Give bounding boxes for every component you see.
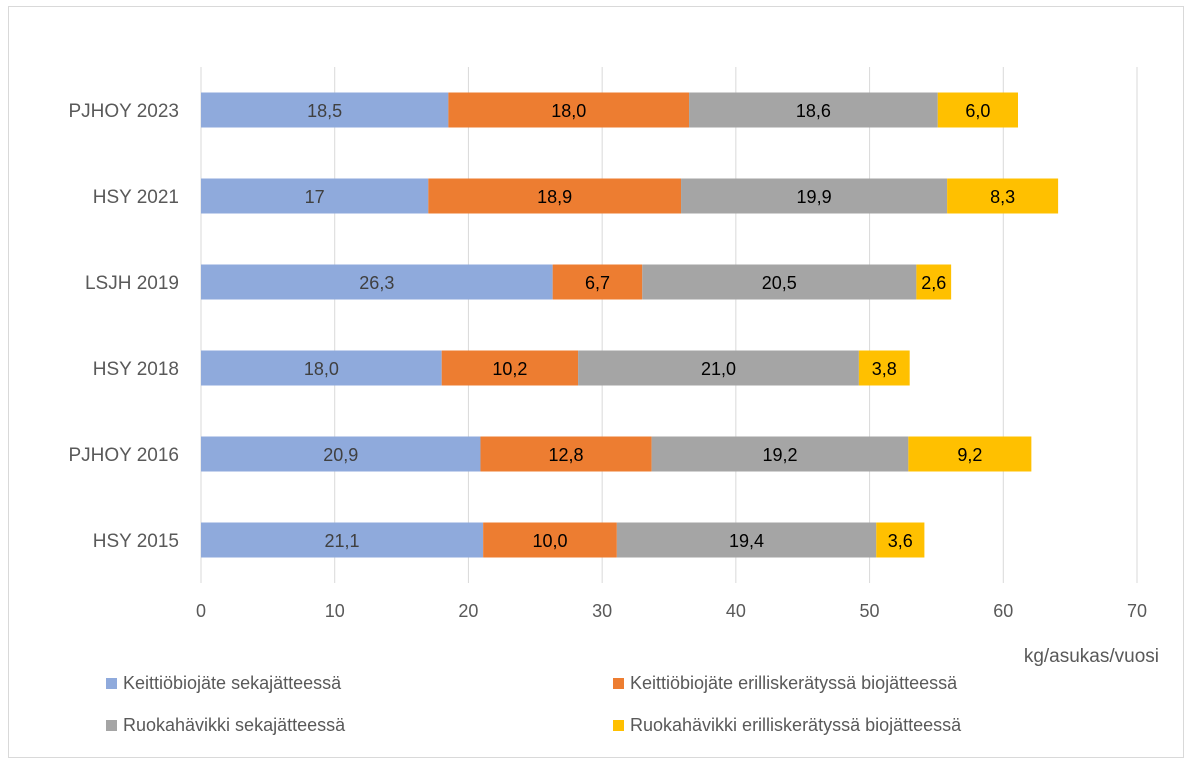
data-label: 2,6: [921, 273, 946, 293]
data-label: 18,0: [551, 101, 586, 121]
category-label: HSY 2015: [93, 531, 179, 552]
data-label: 10,0: [532, 531, 567, 551]
data-label: 21,1: [325, 531, 360, 551]
data-label: 18,0: [304, 359, 339, 379]
bar-segment: [681, 178, 948, 214]
bar-segment: [201, 178, 429, 214]
bar-segment: [201, 436, 481, 472]
legend-swatch: [106, 678, 117, 689]
x-tick-label: 40: [726, 601, 746, 621]
x-tick-label: 0: [196, 601, 206, 621]
data-label: 17: [305, 187, 325, 207]
data-label: 26,3: [359, 273, 394, 293]
legend-swatch: [613, 720, 624, 731]
legend-label: Keittiöbiojäte erilliskerätyssä biojätte…: [630, 673, 958, 693]
category-label: LSJH 2019: [85, 273, 179, 294]
category-label: PJHOY 2023: [68, 101, 179, 122]
x-tick-label: 30: [592, 601, 612, 621]
bar-segment: [858, 350, 910, 386]
bar-segment: [916, 264, 952, 300]
data-label: 18,6: [796, 101, 831, 121]
category-label: PJHOY 2016: [68, 445, 179, 466]
data-label: 10,2: [492, 359, 527, 379]
data-label: 19,9: [797, 187, 832, 207]
legend-label: Ruokahävikki erilliskerätyssä biojättees…: [630, 715, 962, 735]
bar-segment: [642, 264, 917, 300]
x-tick-label: 50: [860, 601, 880, 621]
legend-swatch: [613, 678, 624, 689]
data-label: 19,2: [762, 445, 797, 465]
bar-segment: [480, 436, 652, 472]
bar-segment: [908, 436, 1032, 472]
category-labels: PJHOY 2023 HSY 2021 LSJH 2019 HSY 2018 PJHOY…: [68, 101, 179, 552]
bar-segment: [201, 522, 484, 558]
legend: Keittiöbiojäte sekajätteessä Keittiöbiojä…: [106, 673, 962, 735]
category-label: HSY 2021: [93, 187, 179, 208]
data-label: 9,2: [957, 445, 982, 465]
x-axis-title: kg/asukas/vuosi: [1024, 646, 1159, 667]
legend-label: Keittiöbiojäte sekajätteessä: [123, 673, 342, 693]
x-tick-label: 60: [993, 601, 1013, 621]
data-label: 6,7: [585, 273, 610, 293]
bar-segment: [947, 178, 1059, 214]
category-label: HSY 2018: [93, 359, 179, 380]
bar-segment: [651, 436, 909, 472]
bar-segment: [616, 522, 877, 558]
bar-segment: [448, 92, 690, 128]
legend-label: Ruokahävikki sekajätteessä: [123, 715, 346, 735]
stacked-bar-chart: 18,5 18,0 18,6 6,0 17 18,9 19,9 8,3 26,3 6,7 20,5 2…: [68, 67, 1159, 735]
data-label: 6,0: [965, 101, 990, 121]
data-label: 3,6: [888, 531, 913, 551]
chart-frame: 18,5 18,0 18,6 6,0 17 18,9 19,9 8,3 26,3 6,7 20,5 2…: [8, 6, 1184, 758]
data-label: 18,9: [537, 187, 572, 207]
bar-segment: [201, 264, 553, 300]
x-tick-label: 20: [458, 601, 478, 621]
bar-segment: [483, 522, 617, 558]
bar-segment: [428, 178, 682, 214]
bar-segment: [937, 92, 1018, 128]
x-tick-label: 10: [325, 601, 345, 621]
bar-segment: [689, 92, 938, 128]
data-label: 12,8: [549, 445, 584, 465]
data-label: 19,4: [729, 531, 764, 551]
data-label: 20,9: [323, 445, 358, 465]
bar-segment: [441, 350, 579, 386]
data-label: 8,3: [990, 187, 1015, 207]
x-tick-labels: 0 10 20 30 40 50 60 70: [196, 601, 1147, 621]
data-label: 20,5: [762, 273, 797, 293]
gridlines: [200, 67, 1138, 583]
bars: 18,5 18,0 18,6 6,0 17 18,9 19,9 8,3 26,3 6,7 20,5 2…: [201, 92, 1059, 558]
x-tick-label: 70: [1127, 601, 1147, 621]
data-label: 18,5: [307, 101, 342, 121]
data-label: 3,8: [872, 359, 897, 379]
bar-segment: [578, 350, 859, 386]
legend-swatch: [106, 720, 117, 731]
bar-segment: [201, 92, 449, 128]
bar-segment: [552, 264, 643, 300]
bar-segment: [201, 350, 442, 386]
data-label: 21,0: [701, 359, 736, 379]
bar-segment: [876, 522, 925, 558]
